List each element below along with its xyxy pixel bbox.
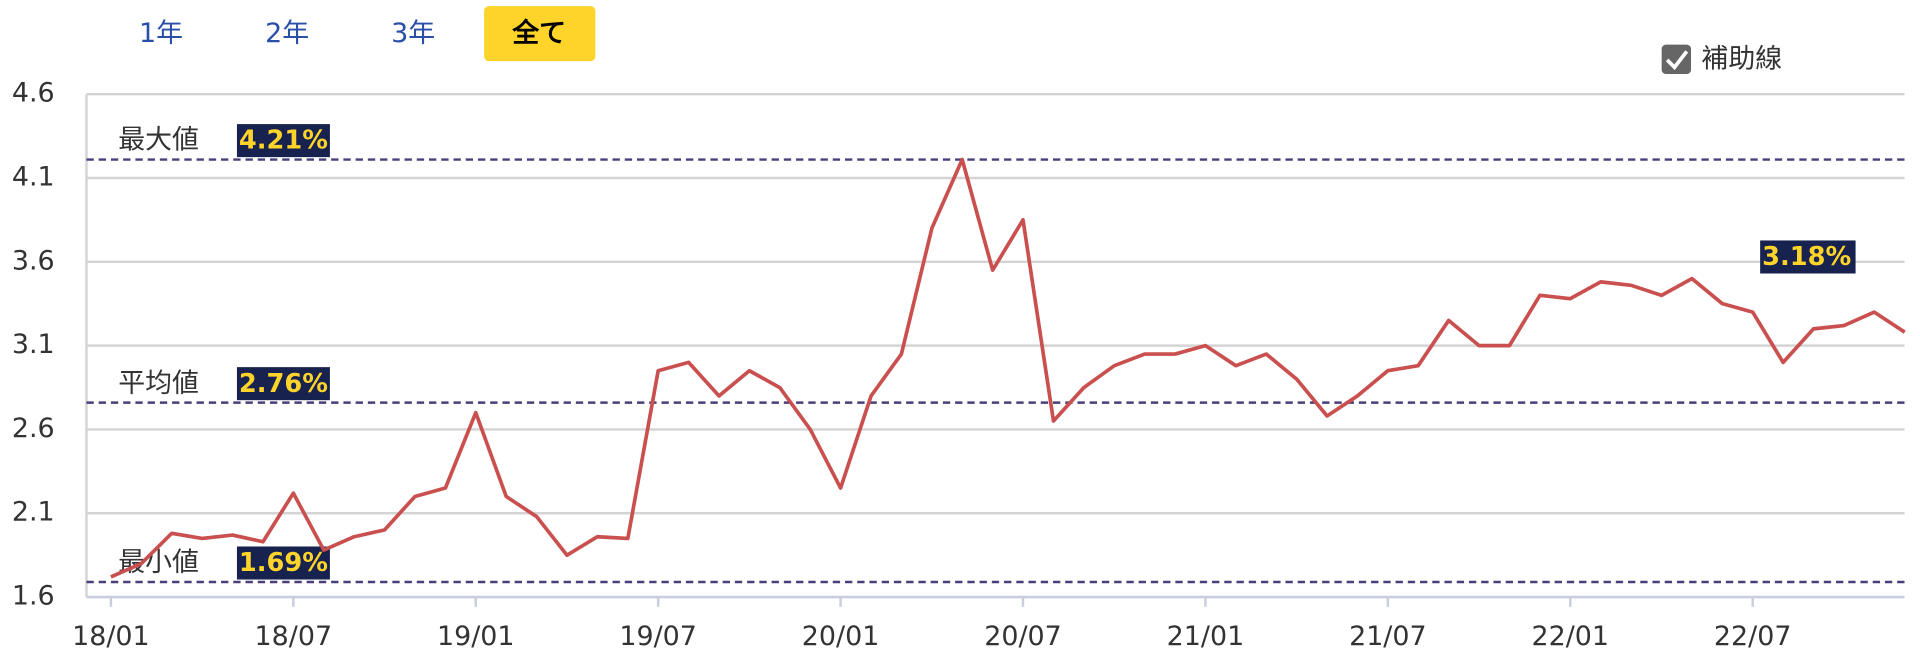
- range-button-bg[interactable]: [484, 6, 596, 62]
- reference-badge: [236, 546, 330, 580]
- checkbox-label[interactable]: 補助線: [1701, 43, 1782, 74]
- x-tick-label: 19/07: [619, 621, 697, 652]
- checkbox[interactable]: [1661, 44, 1692, 75]
- x-tick-label: 20/07: [984, 621, 1062, 652]
- x-tick-label: 20/01: [802, 621, 880, 652]
- y-tick-label: 4.6: [12, 78, 55, 109]
- y-tick-label: 4.1: [12, 162, 55, 193]
- reference-label: 最大値: [118, 125, 199, 156]
- x-tick-label: 21/01: [1167, 621, 1245, 652]
- y-tick-label: 1.6: [12, 581, 55, 612]
- reference-value-label: 2.76%: [239, 369, 328, 399]
- x-tick-label: 18/07: [255, 621, 333, 652]
- value-label-badge: [1760, 240, 1856, 274]
- x-tick-label: 21/07: [1349, 621, 1427, 652]
- line-series: [110, 157, 1906, 579]
- x-tick-label: 22/01: [1531, 621, 1609, 652]
- range-button[interactable]: 3年: [391, 18, 435, 49]
- reference-badge: [236, 367, 330, 401]
- y-tick-label: 3.6: [12, 245, 55, 276]
- range-button[interactable]: 2年: [265, 18, 309, 49]
- reference-badge: [236, 124, 330, 158]
- range-button[interactable]: 1年: [139, 18, 183, 49]
- reference-label: 平均値: [118, 368, 199, 399]
- range-button[interactable]: 全て: [511, 17, 566, 49]
- x-tick-label: 18/01: [72, 621, 150, 652]
- reference-label: 最小値: [118, 547, 199, 578]
- reference-value-label: 4.21%: [239, 126, 328, 156]
- value-label: 3.18%: [1762, 242, 1851, 272]
- x-tick-label: 22/07: [1714, 621, 1792, 652]
- checkmark: [1665, 50, 1689, 71]
- y-tick-label: 2.1: [12, 497, 55, 528]
- y-tick-label: 2.6: [12, 413, 55, 444]
- y-tick-label: 3.1: [12, 329, 55, 360]
- x-tick-label: 19/01: [437, 621, 515, 652]
- reference-value-label: 1.69%: [239, 548, 328, 578]
